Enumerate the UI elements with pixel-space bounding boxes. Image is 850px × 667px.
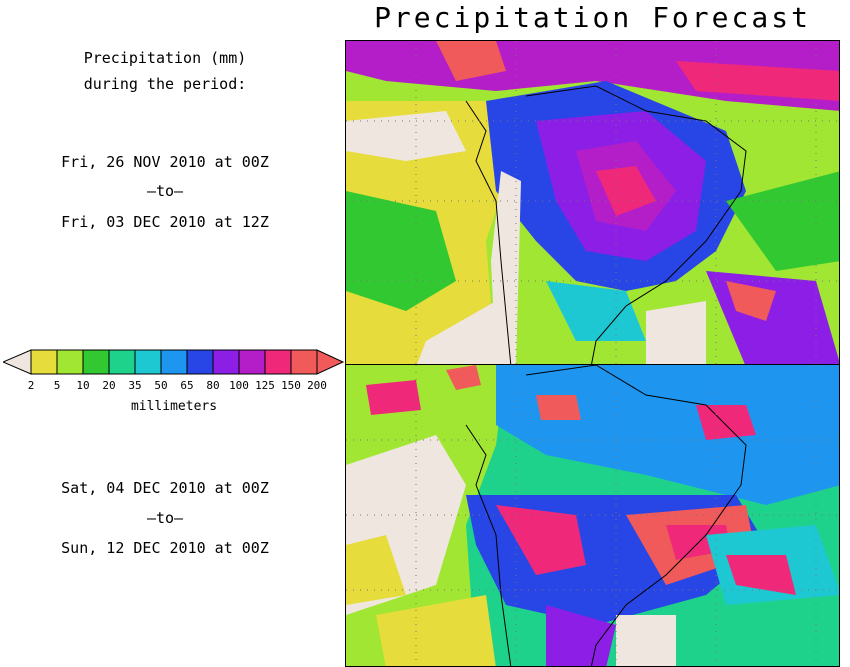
legend-color-box: [290, 349, 318, 375]
legend-tick-label: 100: [229, 379, 249, 392]
page-title: Precipitation Forecast: [374, 1, 811, 34]
legend-color-box: [264, 349, 292, 375]
legend-color-box: [56, 349, 84, 375]
period2-separator: –to–: [146, 509, 184, 527]
legend-tick-label: 5: [53, 379, 61, 392]
legend-color-box: [30, 349, 58, 375]
legend-color-box: [134, 349, 162, 375]
legend-units: millimeters: [130, 399, 218, 414]
period1-end: Fri, 03 DEC 2010 at 12Z: [61, 213, 269, 231]
legend-tick-label: 200: [307, 379, 327, 392]
legend-tick-label: 150: [281, 379, 301, 392]
legend-tick-label: 20: [102, 379, 116, 392]
period1-start: Fri, 26 NOV 2010 at 00Z: [61, 153, 269, 171]
legend-tick-label: 50: [154, 379, 168, 392]
period2-start: Sat, 04 DEC 2010 at 00Z: [61, 479, 269, 497]
legend-color-box: [160, 349, 188, 375]
info-line-1: Precipitation (mm): [83, 49, 247, 67]
legend-color-box: [82, 349, 110, 375]
legend-tick-label: 125: [255, 379, 275, 392]
legend-tick-label: 80: [206, 379, 220, 392]
forecast-map-period2: [345, 364, 840, 667]
color-legend: 2 5 10 20 35 50 65 80 100 125 150 200 millimeters: [1, 346, 345, 421]
legend-color-box: [186, 349, 214, 375]
legend-tick-label: 2: [27, 379, 35, 392]
legend-tick-label: 35: [128, 379, 142, 392]
legend-color-box: [212, 349, 240, 375]
legend-above-arrow: [316, 349, 345, 375]
legend-tick-label: 65: [180, 379, 194, 392]
legend-below-arrow: [1, 349, 32, 375]
period1-separator: –to–: [146, 182, 184, 200]
legend-color-box: [238, 349, 266, 375]
period2-end: Sun, 12 DEC 2010 at 00Z: [61, 539, 269, 557]
legend-tick-label: 10: [76, 379, 90, 392]
info-line-2: during the period:: [83, 75, 247, 93]
legend-color-box: [108, 349, 136, 375]
forecast-map-period1: [345, 40, 840, 366]
legend-colorbar: [1, 349, 345, 375]
